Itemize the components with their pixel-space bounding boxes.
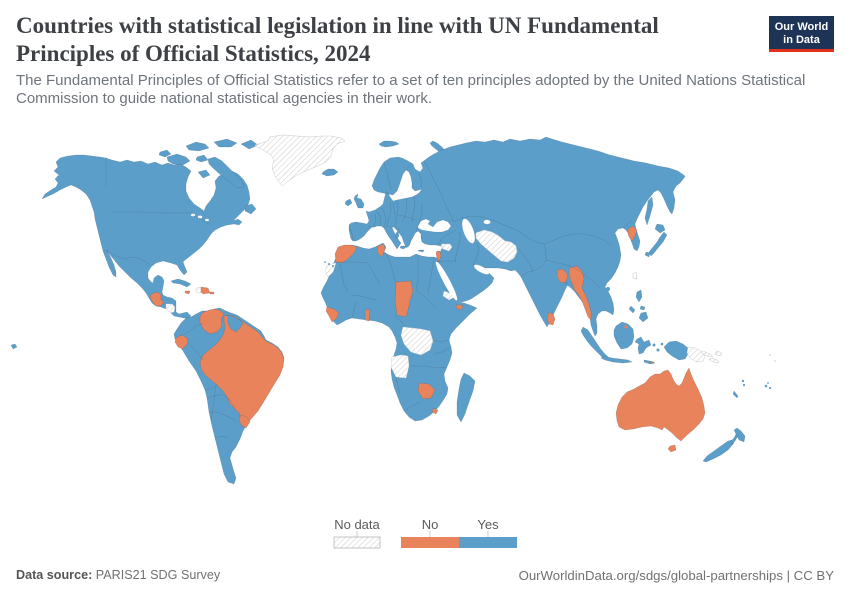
svg-text:Yes: Yes [477,517,499,532]
svg-text:No: No [422,517,439,532]
svg-text:No data: No data [334,517,380,532]
